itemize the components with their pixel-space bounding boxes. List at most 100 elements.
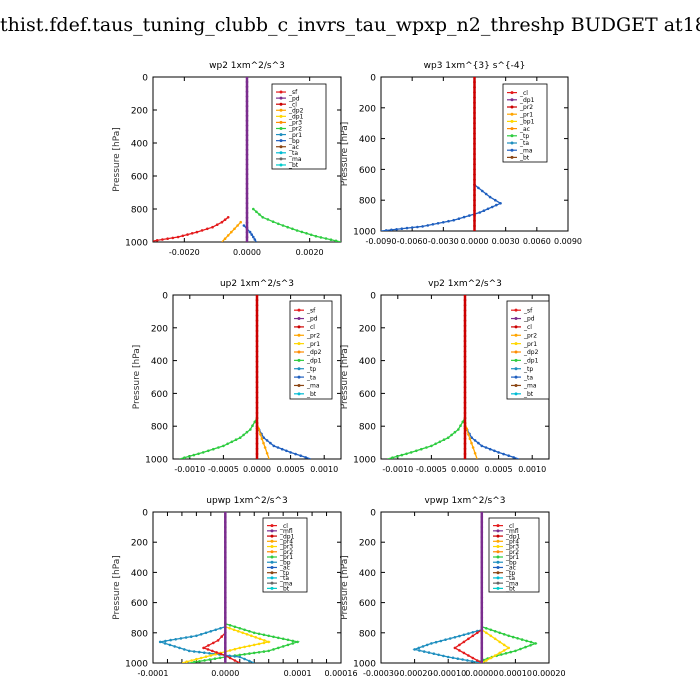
series-point — [480, 611, 484, 614]
legend-marker — [496, 545, 500, 549]
series-point — [463, 319, 467, 322]
legend-marker — [297, 317, 301, 321]
y-tick-label: 1000 — [125, 239, 148, 249]
y-tick-label: 400 — [131, 569, 148, 579]
series-point — [494, 198, 497, 202]
legend-entry: _dp1 — [288, 114, 304, 121]
series-point — [269, 441, 272, 445]
series-point — [254, 636, 257, 639]
y-tick-label: 600 — [359, 390, 376, 400]
series-point — [434, 640, 438, 644]
series-point — [169, 638, 172, 642]
series-point — [484, 192, 488, 196]
series-point — [232, 628, 236, 632]
series-point — [405, 226, 409, 230]
series-point — [220, 220, 224, 224]
series-point — [174, 638, 177, 641]
series-point — [195, 230, 199, 234]
series-point — [473, 152, 476, 156]
series-point — [281, 645, 285, 648]
series-point — [463, 350, 467, 353]
legend-entry: _bp1 — [519, 119, 535, 126]
legend-marker — [270, 524, 274, 528]
legend-marker — [270, 555, 274, 559]
series-point — [473, 188, 476, 192]
series-point — [281, 637, 285, 641]
series-point — [480, 656, 484, 660]
legend-marker — [514, 392, 518, 396]
legend-marker — [496, 560, 500, 564]
series-point — [468, 437, 472, 441]
series-point — [285, 449, 288, 453]
series-point — [248, 630, 251, 633]
series-point — [416, 225, 419, 229]
legend-marker — [514, 375, 518, 379]
series-point — [255, 319, 259, 322]
x-tick-label: -0.0001 — [138, 669, 169, 678]
series-point — [224, 596, 227, 599]
series-point — [473, 101, 476, 104]
series-point — [463, 365, 467, 369]
series-point — [245, 167, 249, 171]
series-point — [168, 643, 172, 647]
series-point — [222, 444, 225, 448]
series-point — [507, 454, 511, 458]
series-point — [230, 230, 233, 234]
legend-marker — [270, 581, 274, 585]
series-group — [153, 77, 341, 242]
legend-marker — [514, 308, 518, 312]
series-point — [255, 437, 259, 440]
x-tick-label: -0.0010 — [382, 465, 413, 474]
series-point — [473, 452, 477, 455]
legend-marker — [297, 358, 301, 362]
series-point — [457, 428, 460, 431]
series-point — [255, 295, 259, 297]
series-point — [223, 218, 227, 221]
y-tick-label: 0 — [162, 292, 168, 302]
series-point — [195, 657, 198, 661]
legend-entry: _tp — [523, 366, 533, 373]
series-point — [193, 660, 196, 663]
legend-marker — [514, 342, 518, 346]
series-point — [463, 295, 467, 297]
series-point — [453, 636, 457, 639]
series-point — [480, 616, 484, 619]
series-point — [214, 628, 217, 632]
series-point — [493, 637, 497, 641]
series-point — [163, 642, 167, 645]
series-point — [400, 453, 404, 457]
series-point — [497, 451, 500, 454]
y-tick-label: 800 — [359, 197, 376, 207]
series-point — [507, 634, 511, 638]
series-point — [245, 221, 249, 224]
series-point — [243, 657, 246, 661]
legend-marker — [496, 524, 500, 528]
legend-marker — [496, 565, 500, 569]
series-point — [484, 446, 488, 449]
series-point — [255, 411, 259, 415]
series-point — [471, 634, 475, 638]
legend-marker — [297, 367, 301, 371]
series-point — [252, 207, 255, 211]
series-point — [242, 224, 246, 227]
series-point — [473, 77, 476, 79]
series-point — [248, 230, 252, 234]
series-group — [179, 295, 312, 459]
legend-marker — [270, 565, 274, 569]
legend-marker — [510, 98, 514, 102]
series-point — [228, 649, 232, 652]
series-point — [463, 370, 467, 374]
series-point — [473, 439, 477, 442]
series-point — [190, 659, 193, 662]
series-point — [482, 209, 486, 212]
series-point — [267, 649, 271, 653]
series-point — [233, 625, 237, 629]
x-tick-label: -0.0060 — [397, 237, 428, 246]
series-point — [255, 406, 259, 410]
series-point — [473, 178, 476, 181]
series-point — [417, 646, 421, 650]
series-point — [206, 648, 210, 651]
series-point — [471, 631, 475, 634]
series-point — [471, 446, 475, 449]
